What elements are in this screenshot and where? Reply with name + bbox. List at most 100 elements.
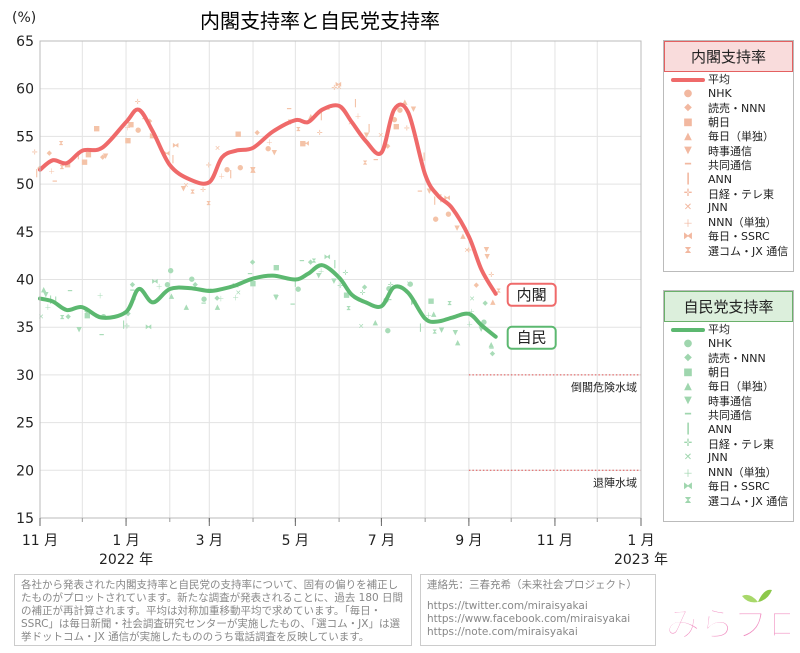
y-tick-label: 60 <box>16 82 34 98</box>
survey-point: ■ <box>84 312 91 320</box>
survey-point: ◆ <box>147 117 153 125</box>
survey-point: ✛ <box>360 289 366 297</box>
survey-point: ┃ <box>35 168 39 177</box>
survey-point: ＋ <box>232 294 239 302</box>
survey-point: ✕ <box>215 145 221 153</box>
survey-point: ● <box>433 215 439 223</box>
survey-point: ＋ <box>355 113 362 121</box>
legend-marker-icon: ✕ <box>683 202 693 214</box>
survey-point: ▼ <box>439 326 445 334</box>
survey-point: ＋ <box>425 312 432 320</box>
survey-point: ＋ <box>97 292 104 300</box>
survey-point: ＋ <box>44 304 51 312</box>
legend-item-label: ANN <box>708 422 732 436</box>
legend-item-label: NHK <box>708 86 732 100</box>
legend-item-label: 読売・NNN <box>708 101 766 115</box>
survey-point: ◆ <box>255 128 261 136</box>
legend-item: ✕ JNN <box>664 201 793 215</box>
survey-point: ✛ <box>124 323 130 331</box>
legend-marker-icon: ■ <box>683 116 693 128</box>
survey-point: ▲ <box>490 298 496 306</box>
legend-marker-icon: ⧓ <box>683 480 693 492</box>
survey-point: ┃ <box>433 196 437 205</box>
survey-point: ▲ <box>150 132 156 140</box>
survey-point: ┃ <box>319 112 323 121</box>
legend-marker-icon: ⧗ <box>684 495 692 507</box>
legend-item-label: 朝日 <box>708 116 730 130</box>
survey-point: ▼ <box>454 224 460 232</box>
survey-point: ✛ <box>206 161 212 169</box>
legend-item: ◆ 読売・NNN <box>664 101 793 115</box>
legend-marker-icon: ● <box>683 337 693 349</box>
survey-point: ＋ <box>468 308 475 316</box>
legend-item: ━ 共同通信 <box>664 158 793 172</box>
survey-point: ＋ <box>466 321 473 329</box>
survey-point: ■ <box>128 120 135 128</box>
survey-point: ✕ <box>336 83 342 91</box>
survey-point: ✕ <box>358 323 364 331</box>
legend-item-label: JNN <box>708 451 728 465</box>
survey-point: ▼ <box>478 325 484 333</box>
link-twitter[interactable]: https://twitter.com/miraisyakai <box>427 600 588 612</box>
survey-point: ⧗ <box>447 299 452 307</box>
survey-point: ✛ <box>404 125 410 133</box>
legend-item-label: 毎日・SSRC <box>708 230 770 244</box>
legend-item-label: NHK <box>708 336 732 350</box>
survey-point: ● <box>407 280 413 288</box>
survey-point: ✛ <box>32 149 38 157</box>
series-end-label: 自民 <box>517 329 547 347</box>
legend-item-label: 読売・NNN <box>708 351 766 365</box>
series-label-box <box>506 282 557 307</box>
legend-item: ▲ 毎日（単独） <box>664 379 793 393</box>
survey-point: ◆ <box>214 294 220 302</box>
survey-point: ● <box>224 166 230 174</box>
legend-marker-icon: ＋ <box>683 468 693 480</box>
survey-point: ▼ <box>250 166 256 174</box>
survey-point: ▼ <box>331 277 337 285</box>
survey-point: ┃ <box>293 278 297 287</box>
footer-note-text: 各社から発表された内閣支持率と自民党の支持率について、固有の偏りを補正したものが… <box>21 579 404 643</box>
legend-marker-icon: ━ <box>684 409 692 421</box>
survey-point: ┃ <box>229 170 233 179</box>
survey-point: ━ <box>299 257 305 265</box>
survey-point: ＋ <box>156 283 163 291</box>
y-tick-label: 40 <box>16 273 34 289</box>
survey-point: ● <box>397 106 403 114</box>
survey-point: ⧗ <box>312 257 317 265</box>
survey-point: ■ <box>250 279 257 287</box>
survey-point: ⧗ <box>206 199 211 207</box>
legend-item: ⧓ 毎日・SSRC <box>664 479 793 493</box>
legend-ldp: 自民党支持率 平均 ● NHK ◆ 読売・NNN ■ 朝日 ▲ 毎日（単独） ▼ 時事通信 ━ 共同通… <box>663 290 794 522</box>
survey-point: ● <box>391 116 397 124</box>
y-axis-label: (%) <box>12 10 36 26</box>
y-tick-label: 50 <box>16 177 34 193</box>
survey-point: ■ <box>273 263 280 271</box>
legend-ldp-avg: 平均 <box>664 322 793 336</box>
legend-marker-icon: ▼ <box>684 145 692 157</box>
legend-item: ━ 共同通信 <box>664 408 793 422</box>
legend-item: ⧗ 選コム・JX 通信 <box>664 494 793 508</box>
survey-point: ＋ <box>266 138 273 146</box>
survey-point: ✛ <box>200 186 206 194</box>
survey-point: ━ <box>290 300 296 308</box>
y-tick-label: 65 <box>16 34 34 50</box>
survey-point: ＋ <box>318 268 325 276</box>
legend-line-swatch <box>671 77 705 82</box>
legend-item-label: 日経・テレ東 <box>708 437 774 451</box>
survey-point: ▼ <box>273 293 279 301</box>
survey-point: ＋ <box>48 168 55 176</box>
survey-point: ⧗ <box>496 287 501 295</box>
survey-point: ▼ <box>316 272 322 280</box>
threshold-label: 倒閣危険水域 <box>571 381 637 394</box>
x-tick-label: 11 月 <box>22 533 58 549</box>
survey-point: ▼ <box>485 253 491 261</box>
survey-point: ◆ <box>193 281 199 289</box>
survey-point: ✕ <box>378 131 384 139</box>
survey-point: ● <box>481 318 487 326</box>
link-note[interactable]: https://note.com/miraisyakai <box>427 626 578 638</box>
link-facebook[interactable]: https://www.facebook.com/miraisyakai <box>427 613 631 625</box>
survey-point: ┃ <box>54 296 58 305</box>
survey-point: ━ <box>286 105 292 113</box>
